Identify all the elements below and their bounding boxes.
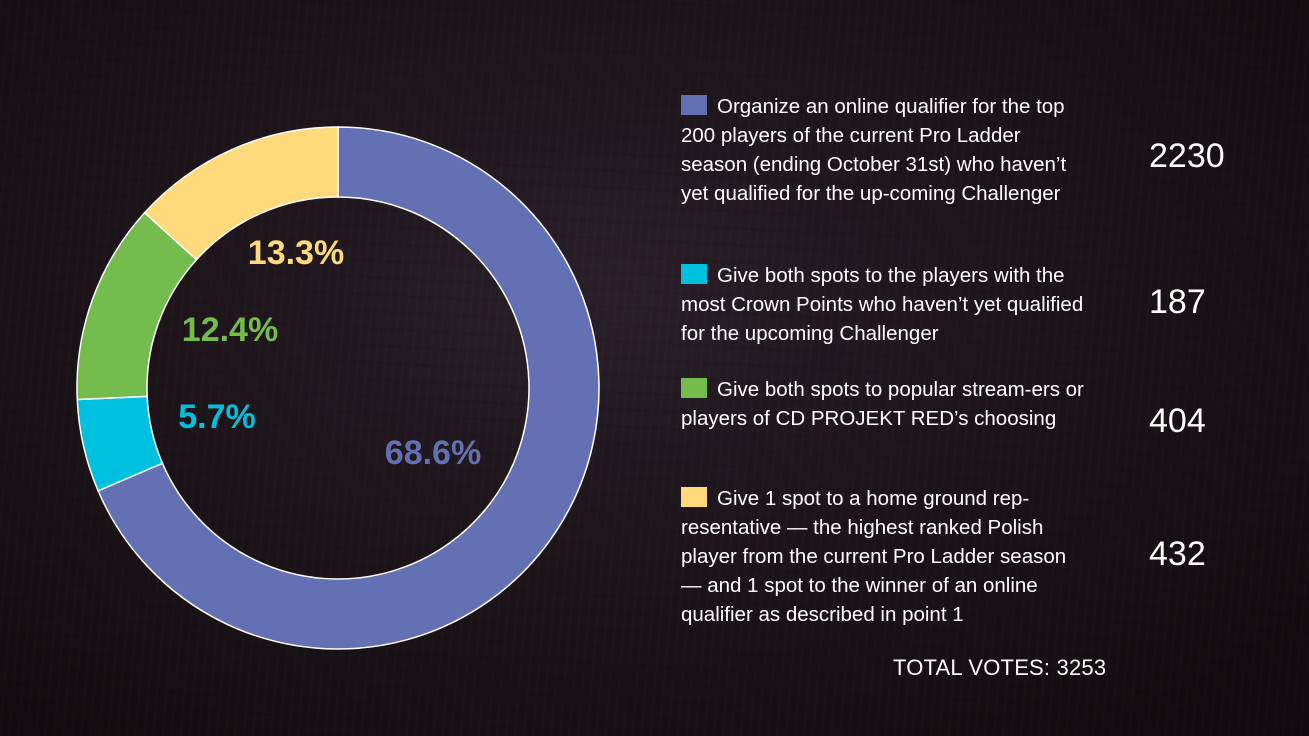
total-votes: TOTAL VOTES: 3253 [893, 655, 1107, 680]
legend-swatch-home-ground [681, 487, 707, 507]
percent-label-crown-points: 5.7% [178, 398, 256, 436]
legend-value-online-qualifier: 2230 [1149, 137, 1225, 175]
percent-label-online-qualifier: 68.6% [385, 434, 481, 472]
legend-swatch-streamers [681, 378, 707, 398]
donut-slices [76, 126, 600, 650]
legend-text-streamers: Give both spots to popular stream-ers or… [681, 378, 1084, 430]
legend-value-streamers: 404 [1149, 402, 1206, 440]
legend-swatch-online-qualifier [681, 95, 707, 115]
percent-label-home-ground: 13.3% [248, 234, 344, 272]
percent-label-streamers: 12.4% [182, 311, 278, 349]
legend-swatch-crown-points [681, 264, 707, 284]
legend-item-crown-points: Give both spots to the players with the … [681, 261, 1291, 348]
donut-slice-home-ground [143, 126, 339, 261]
legend-item-streamers: Give both spots to popular stream-ers or… [681, 375, 1291, 440]
legend-item-online-qualifier: Organize an online qualifier for the top… [681, 92, 1291, 208]
donut-slice-online-qualifier [97, 126, 600, 650]
legend-text-online-qualifier: Organize an online qualifier for the top… [681, 95, 1067, 205]
legend-value-home-ground: 432 [1149, 535, 1206, 573]
legend-value-crown-points: 187 [1149, 283, 1206, 321]
legend-text-crown-points: Give both spots to the players with the … [681, 264, 1084, 345]
legend-text-home-ground: Give 1 spot to a home ground rep-resenta… [681, 487, 1067, 626]
donut-chart: 68.6% 5.7% 12.4% 13.3% [76, 126, 600, 650]
legend-item-home-ground: Give 1 spot to a home ground rep-resenta… [681, 484, 1291, 629]
donut-percent-labels: 68.6% 5.7% 12.4% 13.3% [178, 234, 481, 472]
